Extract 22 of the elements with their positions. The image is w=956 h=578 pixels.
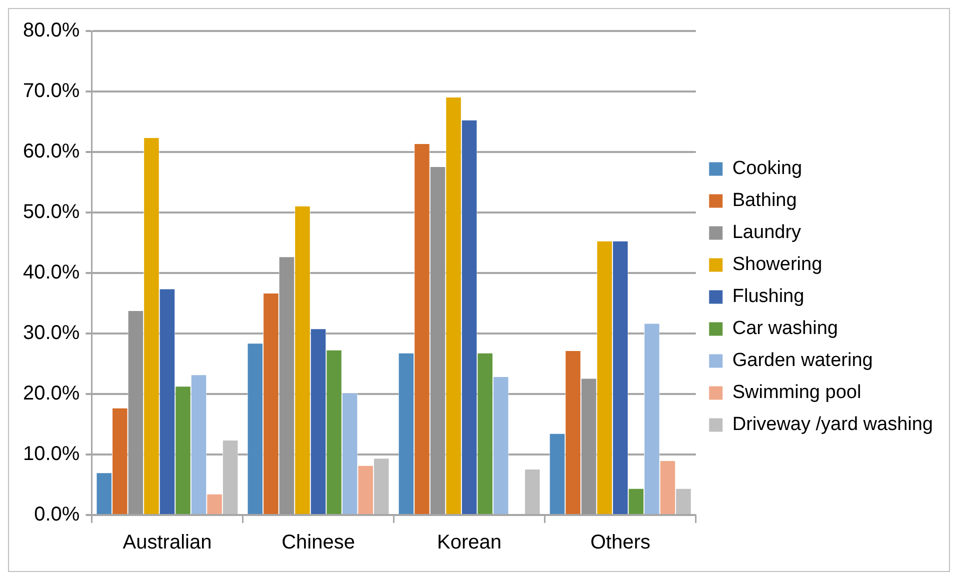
y-tick-label: 10.0% <box>22 443 80 466</box>
x-tick-label: Chinese <box>282 532 355 554</box>
legend-label: Bathing <box>732 190 797 212</box>
legend-label: Swimming pool <box>732 382 862 404</box>
y-tick-label: 50.0% <box>22 201 80 224</box>
legend-label: Car washing <box>732 318 838 340</box>
y-tick-label: 0.0% <box>34 504 80 526</box>
legend-label: Garden watering <box>732 350 873 372</box>
x-tick-label: Korean <box>437 532 502 554</box>
x-tick-label: Others <box>590 532 650 554</box>
y-tick-label: 20.0% <box>22 382 80 405</box>
legend-label: Showering <box>732 254 822 276</box>
legend-label: Driveway /yard washing <box>732 414 934 436</box>
y-tick-label: 30.0% <box>22 322 80 344</box>
y-tick-label: 40.0% <box>22 262 80 284</box>
x-tick-label: Australian <box>122 532 212 554</box>
legend-label: Flushing <box>732 286 804 308</box>
legend-label: Cooking <box>732 158 802 180</box>
y-tick-label: 80.0% <box>22 20 80 42</box>
legend-label: Laundry <box>732 222 802 244</box>
y-tick-label: 60.0% <box>22 140 80 163</box>
y-tick-label: 70.0% <box>22 80 80 102</box>
